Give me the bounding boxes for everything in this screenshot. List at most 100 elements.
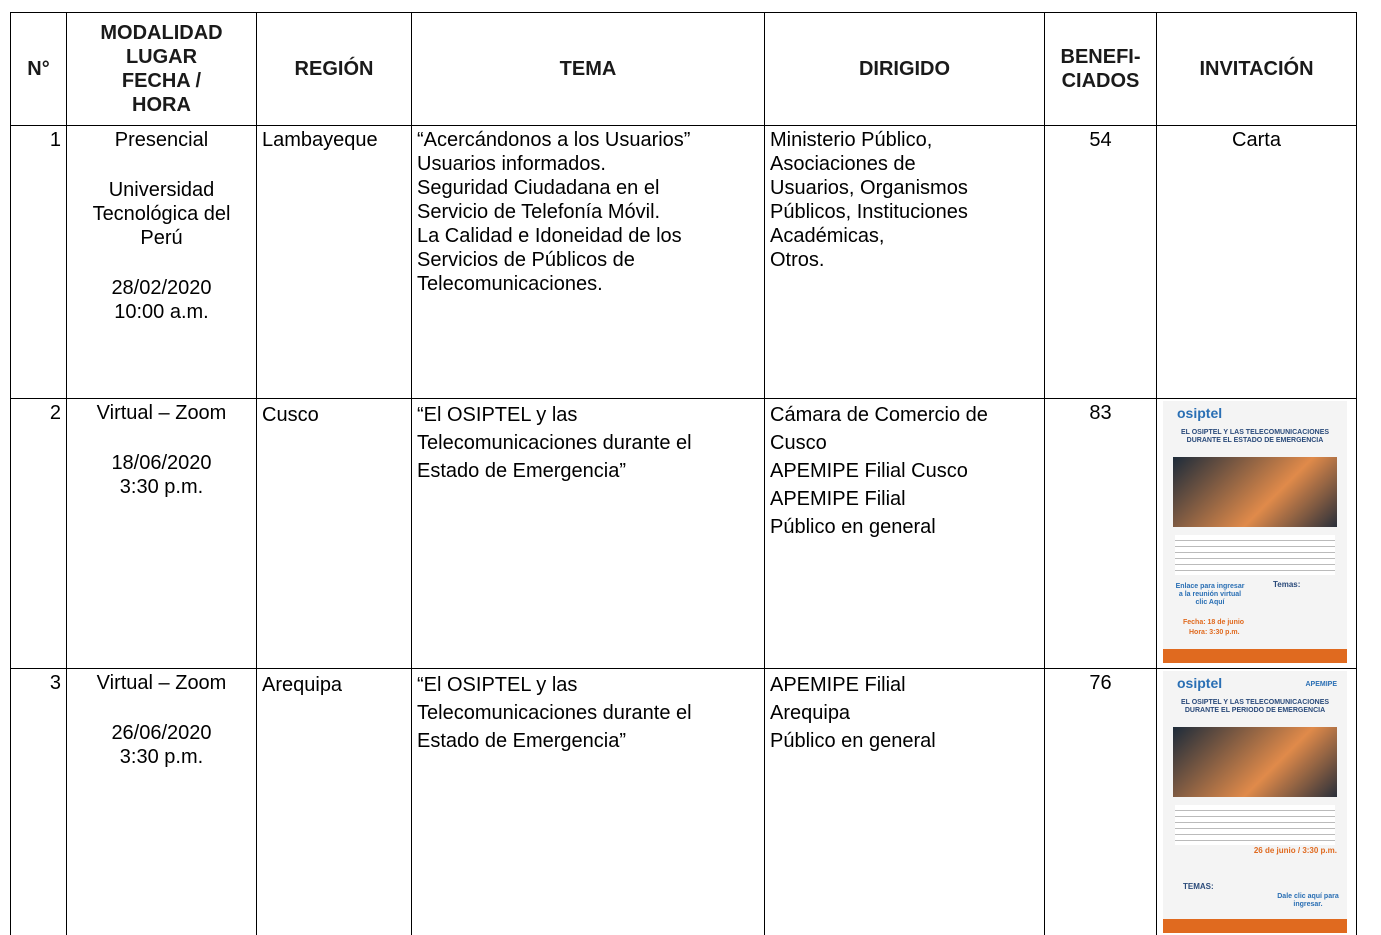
- text-line: Estado de Emergencia”: [417, 457, 759, 485]
- text-line: APEMIPE Filial: [770, 485, 1039, 513]
- poster-logo: osiptel: [1177, 679, 1222, 687]
- modalidad-block: Presencial: [72, 128, 251, 152]
- text-line: INVITACIÓN: [1162, 57, 1351, 81]
- poster-body: [1175, 535, 1335, 575]
- text-line: Telecomunicaciones.: [417, 272, 759, 296]
- header-cell: TEMA: [412, 13, 765, 126]
- poster-link: Dale clic aquí para ingresar.: [1273, 893, 1343, 909]
- poster-date: Fecha: 18 de junio: [1183, 619, 1244, 627]
- cell: 1: [11, 126, 67, 399]
- header-cell: N°: [11, 13, 67, 126]
- text-line: Servicios de Públicos de: [417, 248, 759, 272]
- text-line: Público en general: [770, 727, 1039, 755]
- text-line: APEMIPE Filial: [770, 671, 1039, 699]
- text-line: REGIÓN: [262, 57, 406, 81]
- cell: “Acercándonos a los Usuarios”Usuarios in…: [412, 126, 765, 399]
- region: Cusco: [262, 401, 406, 429]
- text-line: TEMA: [417, 57, 759, 81]
- text-line: 10:00 a.m.: [72, 300, 251, 324]
- text-line: “El OSIPTEL y las: [417, 671, 759, 699]
- text-line: Otros.: [770, 248, 1039, 272]
- beneficiados: 83: [1050, 401, 1151, 425]
- row-number: 3: [16, 671, 61, 695]
- text-line: Estado de Emergencia”: [417, 727, 759, 755]
- cell: Carta: [1157, 126, 1357, 399]
- poster-body: [1175, 805, 1335, 845]
- text-line: Servicio de Telefonía Móvil.: [417, 200, 759, 224]
- text-line: Presencial: [72, 128, 251, 152]
- text-line: Públicos, Instituciones: [770, 200, 1039, 224]
- text-line: Telecomunicaciones durante el: [417, 429, 759, 457]
- text-line: 3:30 p.m.: [72, 475, 251, 499]
- text-line: Seguridad Ciudadana en el: [417, 176, 759, 200]
- poster-date: 26 de junio / 3:30 p.m.: [1254, 847, 1337, 855]
- text-line: 18/06/2020: [72, 451, 251, 475]
- text-line: 26/06/2020: [72, 721, 251, 745]
- text-line: BENEFI-: [1050, 45, 1151, 69]
- text-line: HORA: [72, 93, 251, 117]
- header-cell: REGIÓN: [257, 13, 412, 126]
- text-line: Asociaciones de: [770, 152, 1039, 176]
- cell: 2: [11, 399, 67, 669]
- text-line: Virtual – Zoom: [72, 671, 251, 695]
- invitation: Carta: [1162, 128, 1351, 152]
- text-line: Ministerio Público,: [770, 128, 1039, 152]
- poster-title: EL OSIPTEL Y LAS TELECOMUNICACIONES DURA…: [1177, 699, 1333, 715]
- cell: 76: [1045, 669, 1157, 935]
- text-line: Telecomunicaciones durante el: [417, 699, 759, 727]
- text-line: “Acercándonos a los Usuarios”: [417, 128, 759, 152]
- text-line: APEMIPE Filial Cusco: [770, 457, 1039, 485]
- poster-time: Hora: 3:30 p.m.: [1189, 629, 1240, 637]
- text-line: 3:30 p.m.: [72, 745, 251, 769]
- beneficiados: 54: [1050, 128, 1151, 152]
- text-line: La Calidad e Idoneidad de los: [417, 224, 759, 248]
- text-line: “El OSIPTEL y las: [417, 401, 759, 429]
- cell: 83: [1045, 399, 1157, 669]
- text-line: Cusco: [770, 429, 1039, 457]
- text-line: Perú: [72, 226, 251, 250]
- header-cell: DIRIGIDO: [765, 13, 1045, 126]
- poster-image: [1173, 457, 1337, 527]
- text-line: MODALIDAD: [72, 21, 251, 45]
- poster-footer: [1163, 649, 1347, 663]
- text-line: Tecnológica del: [72, 202, 251, 226]
- text-line: 28/02/2020: [72, 276, 251, 300]
- poster-image: [1173, 727, 1337, 797]
- cell: Arequipa: [257, 669, 412, 935]
- poster-topics: TEMAS:: [1183, 883, 1214, 891]
- row-number: 2: [16, 401, 61, 425]
- modalidad-block: Virtual – Zoom: [72, 671, 251, 695]
- cell: Lambayeque: [257, 126, 412, 399]
- poster-topics: Temas:: [1273, 581, 1300, 589]
- text-line: FECHA /: [72, 69, 251, 93]
- text-line: N°: [16, 57, 61, 81]
- text-line: Usuarios, Organismos: [770, 176, 1039, 200]
- text-line: Arequipa: [770, 699, 1039, 727]
- text-line: Público en general: [770, 513, 1039, 541]
- region: Arequipa: [262, 671, 406, 699]
- cell: 3: [11, 669, 67, 935]
- poster-footer: [1163, 919, 1347, 933]
- region: Lambayeque: [262, 128, 406, 152]
